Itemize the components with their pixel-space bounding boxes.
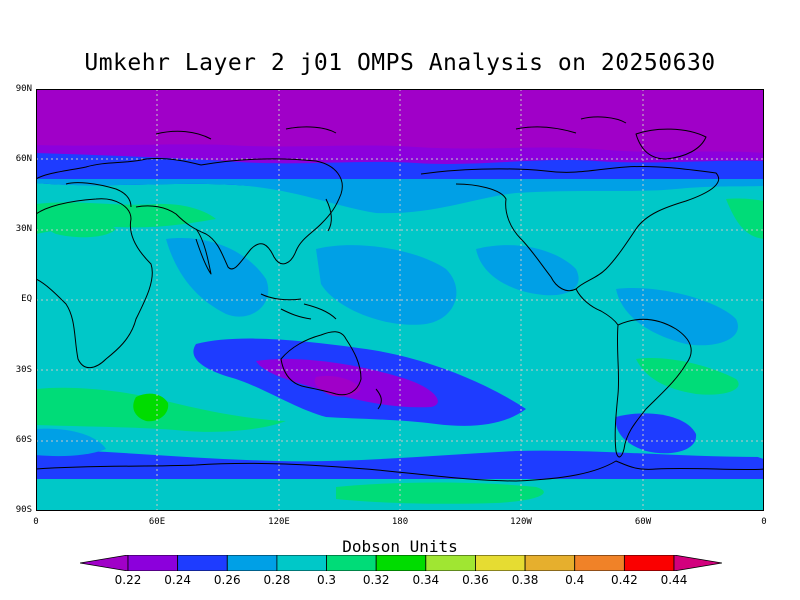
coastlines bbox=[36, 116, 764, 482]
colorbar-box bbox=[425, 554, 476, 572]
colorbar-tick-label: 0.24 bbox=[164, 573, 191, 587]
colorbar-box bbox=[375, 554, 427, 572]
sam-blue-patch bbox=[615, 413, 697, 454]
antarctica-coastline bbox=[36, 460, 764, 482]
indonesia-coastline bbox=[260, 293, 337, 320]
y-tick-label: 90N bbox=[15, 84, 32, 94]
colorbar-tick-label: 0.3 bbox=[316, 573, 337, 587]
colorbar-tick-label: 0.44 bbox=[660, 573, 688, 587]
grid-lines bbox=[36, 89, 764, 511]
map-frame bbox=[36, 89, 764, 511]
x-tick-label: 180 bbox=[391, 517, 409, 527]
newzealand-coastline bbox=[375, 388, 382, 410]
colorbar-title: Dobson Units bbox=[342, 537, 458, 556]
southeast-teal bbox=[736, 428, 764, 459]
colorbar-box bbox=[623, 554, 675, 572]
colorbar-left-triangle bbox=[79, 554, 129, 572]
northeast-seagreen-patch bbox=[726, 198, 764, 239]
colorbar-tick-label: 0.34 bbox=[412, 573, 440, 587]
colorbar-tick-label: 0.42 bbox=[611, 573, 638, 587]
south-green-spot bbox=[133, 393, 169, 422]
europe-coastline bbox=[36, 158, 202, 208]
antarctic-seagreen bbox=[336, 482, 544, 504]
x-tick-label: 60W bbox=[634, 517, 652, 527]
pacific-lightblue-patch bbox=[316, 245, 457, 325]
colorbar-tick-label: 0.32 bbox=[362, 573, 390, 587]
y-tick-label: 60S bbox=[15, 435, 32, 445]
arctic-islands bbox=[155, 116, 627, 140]
y-tick-label: 60N bbox=[15, 154, 32, 164]
y-tick-label: 30N bbox=[15, 224, 32, 234]
ozone-map bbox=[36, 89, 764, 511]
colorbar-tick-label: 0.36 bbox=[462, 573, 489, 587]
eastpac-lightblue-patch bbox=[476, 245, 579, 296]
camerica-coastline bbox=[575, 288, 619, 326]
japan-coastline bbox=[325, 198, 332, 232]
samerica-coastline bbox=[614, 319, 692, 458]
asia-coastline bbox=[135, 158, 343, 270]
x-tick-label: 0 bbox=[761, 517, 767, 527]
colorbar-tick-label: 0.4 bbox=[565, 573, 585, 587]
australia-coastline bbox=[280, 331, 362, 396]
south-pacific-seagreen bbox=[636, 358, 739, 395]
colorbar-box bbox=[326, 554, 377, 572]
colorbar-box bbox=[276, 554, 327, 572]
colorbar-box bbox=[524, 554, 576, 572]
africa-coastline bbox=[36, 198, 153, 369]
colorbar-box bbox=[226, 554, 278, 572]
x-tick-label: 60E bbox=[148, 517, 166, 527]
y-tick-label: EQ bbox=[21, 294, 32, 304]
north-lightblue-band bbox=[36, 179, 764, 214]
colorbar bbox=[79, 554, 723, 572]
india-coastline bbox=[195, 228, 212, 275]
y-tick-label: 90S bbox=[15, 505, 32, 515]
southwest-lightblue bbox=[36, 428, 106, 457]
x-tick-label: 120W bbox=[510, 517, 532, 527]
colorbar-right-triangle bbox=[673, 554, 723, 572]
colorbar-box bbox=[177, 554, 228, 572]
x-tick-label: 120E bbox=[268, 517, 290, 527]
colorbar-tick-label: 0.22 bbox=[114, 573, 142, 587]
colorbar-box bbox=[127, 554, 179, 572]
y-tick-label: 30S bbox=[15, 365, 32, 375]
indian-lightblue-patch bbox=[166, 238, 269, 317]
map-title: Umkehr Layer 2 j01 OMPS Analysis on 2025… bbox=[84, 50, 716, 76]
colorbar-box bbox=[475, 554, 526, 572]
colorbar-tick-label: 0.28 bbox=[263, 573, 291, 587]
greenland-coastline bbox=[635, 128, 707, 160]
x-tick-label: 0 bbox=[33, 517, 39, 527]
colorbar-box bbox=[574, 554, 625, 572]
colorbar-tick-label: 0.38 bbox=[511, 573, 539, 587]
sam-lightblue-patch bbox=[616, 288, 738, 346]
namerica-coastline bbox=[420, 165, 719, 292]
colorbar-tick-label: 0.26 bbox=[213, 573, 241, 587]
